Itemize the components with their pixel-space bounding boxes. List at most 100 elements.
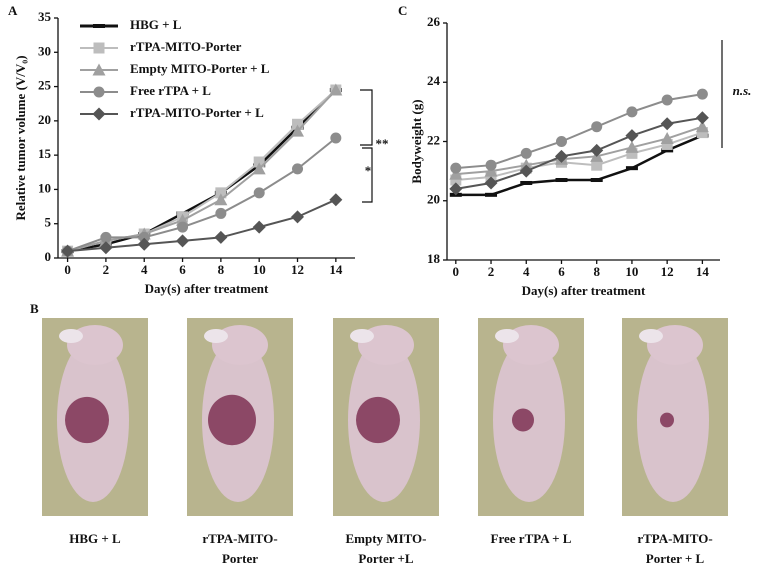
marker [695, 111, 709, 125]
series-line [67, 137, 337, 253]
tumor [356, 396, 400, 444]
marker [591, 159, 603, 171]
mouse-ear [495, 329, 519, 343]
marker [292, 118, 304, 130]
marker [330, 132, 342, 144]
marker [291, 124, 305, 137]
marker [625, 166, 638, 171]
significance-bracket [360, 89, 373, 203]
y-axis-label: Relative tumor volume (V/V₀) [13, 55, 28, 220]
y-tick-label: 26 [427, 14, 441, 29]
marker [100, 231, 112, 243]
y-tick-label: 10 [38, 180, 51, 195]
legend-marker [93, 42, 105, 54]
panel-label: A [8, 3, 18, 18]
marker [214, 230, 228, 244]
mouse-ear [350, 329, 374, 343]
y-tick-label: 20 [38, 112, 51, 127]
tumor [660, 412, 674, 428]
legend-marker [92, 107, 106, 121]
legend-label: Free rTPA + L [130, 83, 211, 98]
legend-label: rTPA-MITO-Porter [130, 39, 242, 54]
marker [253, 187, 265, 199]
marker [484, 176, 498, 190]
y-tick-label: 24 [427, 73, 441, 88]
series-line [455, 125, 703, 176]
tumor [512, 408, 534, 432]
x-tick-label: 4 [141, 262, 148, 277]
x-tick-label: 12 [661, 264, 674, 279]
marker [554, 149, 568, 163]
x-tick-label: 10 [253, 262, 266, 277]
y-tick-label: 25 [38, 78, 52, 93]
y-tick-label: 5 [45, 215, 52, 230]
tumor [65, 396, 109, 444]
panel-label: B [30, 301, 39, 316]
marker [520, 180, 533, 185]
x-axis-label: Day(s) after treatment [145, 281, 269, 296]
photo-caption: rTPA-MITO- [637, 531, 712, 546]
x-tick-label: 4 [523, 264, 530, 279]
x-tick-label: 12 [291, 262, 304, 277]
tumor [208, 394, 256, 446]
y-tick-label: 15 [38, 146, 52, 161]
marker [661, 138, 673, 150]
marker [590, 143, 604, 157]
marker [99, 241, 113, 255]
y-tick-label: 22 [427, 132, 440, 147]
legend-marker [92, 63, 106, 76]
x-axis-label: Day(s) after treatment [522, 283, 646, 298]
marker [695, 120, 709, 133]
marker [215, 207, 227, 219]
series-line [67, 198, 337, 253]
marker [329, 83, 343, 96]
marker [661, 148, 674, 153]
photo-caption: Porter +L [358, 551, 414, 566]
marker [555, 136, 567, 147]
y-tick-label: 18 [427, 251, 441, 266]
marker [625, 140, 639, 153]
marker [450, 174, 462, 186]
photo-caption: HBG + L [69, 531, 121, 546]
marker [590, 178, 603, 183]
marker [485, 159, 497, 171]
x-tick-label: 8 [593, 264, 600, 279]
legend-label: HBG + L [130, 17, 182, 32]
x-tick-label: 8 [218, 262, 225, 277]
marker [660, 117, 674, 131]
photo-caption: Porter + L [646, 551, 705, 566]
x-tick-label: 6 [179, 262, 186, 277]
y-tick-label: 35 [38, 9, 52, 24]
marker [660, 132, 674, 145]
marker [555, 178, 568, 183]
marker [520, 147, 532, 159]
marker [292, 163, 304, 175]
x-tick-label: 0 [64, 262, 71, 277]
photo-panel: HBG + L rTPA-MITO- Porter Empty MITO- Porter… [42, 318, 728, 566]
x-tick-label: 14 [696, 264, 710, 279]
marker [449, 182, 463, 196]
photo-caption: rTPA-MITO- [202, 531, 277, 546]
x-tick-label: 2 [103, 262, 110, 277]
x-tick-label: 14 [329, 262, 343, 277]
photo-caption: Empty MITO- [345, 531, 426, 546]
x-tick-label: 2 [488, 264, 495, 279]
marker [626, 147, 638, 159]
marker [137, 237, 151, 251]
legend-marker [93, 86, 105, 98]
marker [176, 234, 190, 248]
marker [215, 187, 227, 199]
marker [138, 231, 150, 243]
marker [696, 88, 708, 100]
x-tick-label: 10 [625, 264, 638, 279]
marker [329, 193, 343, 207]
marker [625, 129, 639, 143]
marker [696, 127, 708, 139]
y-tick-label: 30 [38, 43, 51, 58]
marker [519, 164, 533, 178]
marker [252, 220, 266, 234]
series-line [455, 93, 703, 170]
photo-caption: Free rTPA + L [491, 531, 572, 546]
marker [450, 162, 462, 174]
